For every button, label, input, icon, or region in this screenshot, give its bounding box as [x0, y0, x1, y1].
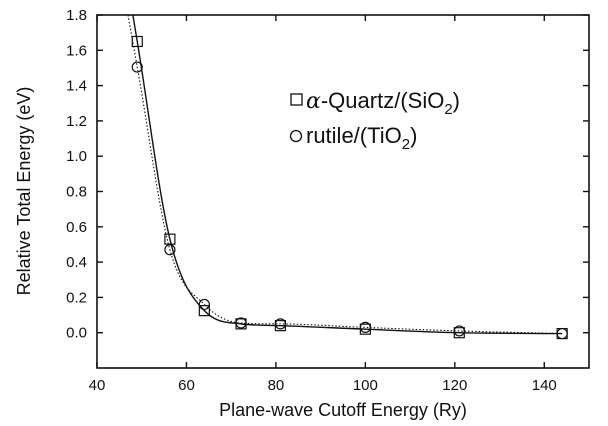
- rutile-data-point: [453, 325, 465, 337]
- y-tick-label: 0.0: [66, 325, 87, 342]
- y-axis-ticks: 0.0 0.2 0.4 0.6 0.8 1.0 1.2 1.4 1.6 1.8: [66, 7, 589, 342]
- x-tick-label: 120: [442, 377, 467, 394]
- legend-label-rutile: rutile/(TiO2): [306, 123, 417, 153]
- x-axis-ticks: 40 60 80 100 120 140: [89, 15, 557, 394]
- y-tick-label: 1.6: [66, 42, 87, 59]
- fit-curve-rutile: [127, 14, 563, 335]
- legend: α-Quartz/(SiO2) rutile/(TiO2): [289, 88, 460, 153]
- legend-quartz-subscript: 2: [444, 101, 452, 118]
- y-tick-label: 0.2: [66, 289, 87, 306]
- data-markers: [131, 35, 568, 340]
- legend-quartz-text: -Quartz/(SiO: [321, 88, 444, 113]
- legend-alpha-symbol: α: [306, 89, 321, 114]
- x-tick-label: 80: [268, 377, 285, 394]
- rutile-data-point: [274, 318, 286, 330]
- rutile-data-point: [164, 244, 176, 256]
- y-tick-label: 1.0: [66, 148, 87, 165]
- x-tick-label: 140: [532, 377, 557, 394]
- x-tick-label: 40: [89, 377, 106, 394]
- y-tick-label: 1.8: [66, 7, 87, 24]
- x-tick-label: 100: [353, 377, 378, 394]
- rutile-data-point: [359, 321, 371, 334]
- legend-rutile-suffix: ): [410, 123, 417, 148]
- y-tick-label: 0.4: [66, 254, 87, 271]
- y-tick-label: 1.2: [66, 113, 87, 130]
- legend-rutile-text: rutile/(TiO: [306, 123, 402, 148]
- rutile-data-point: [556, 327, 568, 340]
- x-tick-label: 60: [178, 377, 195, 394]
- y-tick-label: 0.8: [66, 184, 87, 201]
- legend-item-quartz: α-Quartz/(SiO2): [290, 88, 460, 118]
- legend-quartz-suffix: ): [453, 88, 460, 113]
- plot-frame: [96, 14, 590, 369]
- legend-rutile-subscript: 2: [402, 136, 410, 153]
- legend-square-marker: [290, 93, 303, 106]
- legend-label-quartz: α-Quartz/(SiO2): [306, 88, 460, 118]
- rutile-data-point: [131, 61, 143, 73]
- legend-item-rutile: rutile/(TiO2): [289, 123, 417, 153]
- rutile-data-point: [198, 298, 210, 311]
- fit-curve-quartz: [132, 14, 563, 335]
- quartz-data-point: [131, 35, 143, 48]
- x-axis-label: Plane-wave Cutoff Energy (Ry): [219, 400, 467, 420]
- y-tick-label: 1.4: [66, 78, 87, 95]
- legend-circle-marker: [289, 129, 303, 143]
- quartz-data-point: [164, 233, 176, 245]
- y-tick-label: 0.6: [66, 219, 87, 236]
- fit-curves: [127, 14, 563, 335]
- quartz-data-point: [235, 318, 247, 330]
- y-axis-label: Relative Total Energy (eV): [14, 87, 34, 296]
- rutile-data-point: [235, 317, 247, 329]
- quartz-data-point: [198, 305, 210, 317]
